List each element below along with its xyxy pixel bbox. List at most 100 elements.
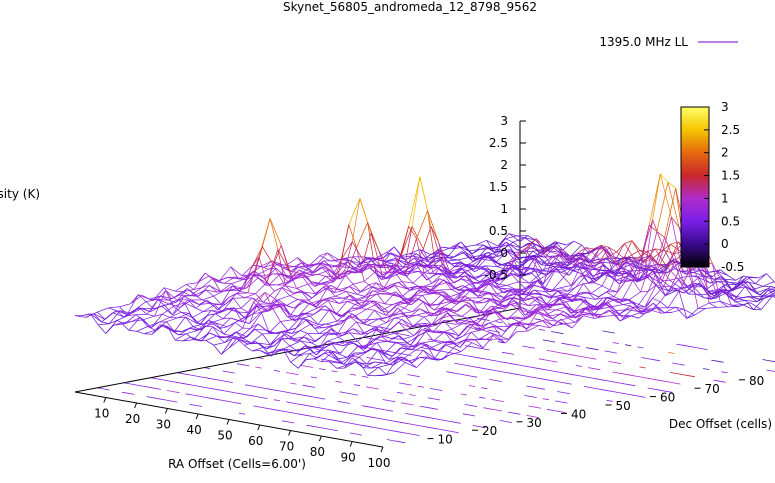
legend: 1395.0 MHz LL	[599, 35, 738, 49]
mesh-segment	[185, 316, 194, 327]
mesh-segment	[317, 269, 330, 275]
mesh-segment	[353, 281, 365, 285]
mesh-segment	[577, 264, 586, 269]
mesh-segment	[300, 290, 313, 299]
mesh-segment	[442, 307, 455, 314]
mesh-segment	[377, 303, 390, 313]
mesh-segment	[393, 307, 405, 316]
mesh-segment	[493, 325, 502, 337]
mesh-segment	[491, 255, 500, 259]
mesh-segment	[229, 307, 242, 310]
mesh-segment	[258, 342, 271, 345]
mesh-segment	[478, 292, 491, 299]
mesh-segment	[457, 245, 469, 252]
mesh-segment	[578, 266, 591, 278]
mesh-segment	[233, 297, 242, 309]
mesh-segment	[149, 295, 161, 300]
mesh-segment	[452, 335, 464, 343]
mesh-segment	[239, 339, 252, 344]
mesh-segment	[628, 250, 640, 258]
mesh-segment	[560, 271, 569, 276]
mesh-segment	[495, 251, 508, 263]
mesh-segment	[597, 309, 610, 318]
mesh-segment	[408, 249, 421, 255]
mesh-segment	[708, 302, 717, 308]
mesh-segment	[636, 269, 649, 283]
mesh-segment	[346, 257, 358, 266]
mesh-segment	[108, 306, 120, 309]
mesh-segment	[223, 322, 236, 335]
mesh-segment	[206, 300, 219, 311]
mesh-segment	[527, 325, 539, 332]
mesh-segment	[727, 275, 736, 281]
mesh-segment	[442, 272, 455, 284]
mesh-segment	[307, 333, 316, 342]
mesh-segment	[477, 283, 490, 297]
mesh-segment	[447, 332, 460, 337]
mesh-segment	[258, 218, 271, 257]
mesh-segment	[449, 351, 462, 356]
mesh-segment	[664, 306, 676, 314]
mesh-segment	[406, 335, 419, 344]
mesh-segment	[422, 301, 432, 317]
mesh-segment	[330, 285, 343, 292]
mesh-segment	[290, 262, 303, 272]
mesh-segment	[663, 260, 676, 287]
mesh-segment	[341, 328, 354, 336]
mesh-segment	[645, 307, 657, 310]
mesh-segment	[441, 265, 453, 277]
mesh-segment	[327, 287, 339, 291]
mesh-segment	[530, 320, 543, 326]
mesh-segment	[128, 317, 141, 331]
mesh-segment	[648, 284, 657, 292]
mesh-segment	[717, 280, 729, 283]
mesh-segment	[551, 246, 563, 251]
mesh-segment	[486, 239, 498, 247]
mesh-segment	[534, 258, 546, 265]
mesh-segment	[461, 307, 474, 317]
mesh-segment	[433, 331, 445, 342]
y-tick-label: 70	[705, 382, 720, 396]
mesh-segment	[224, 338, 233, 343]
mesh-segment	[518, 284, 531, 293]
mesh-segment	[554, 241, 564, 251]
mesh-segment	[424, 285, 437, 288]
mesh-segment	[387, 335, 400, 342]
mesh-segment	[357, 284, 369, 295]
mesh-segment	[716, 306, 728, 308]
x-tick-label: 100	[368, 456, 391, 470]
mesh-segment	[216, 322, 228, 328]
mesh-segment	[616, 243, 625, 253]
mesh-segment	[579, 292, 592, 294]
mesh-segment	[317, 274, 326, 277]
mesh-segment	[692, 285, 705, 298]
mesh-segment	[478, 267, 491, 271]
mesh-segment	[204, 272, 217, 282]
mesh-segment	[355, 308, 367, 317]
mesh-segment	[119, 306, 128, 315]
mesh-segment	[378, 367, 387, 375]
mesh-segment	[288, 270, 301, 274]
mesh-segment	[278, 295, 290, 300]
mesh-segment	[234, 276, 247, 281]
mesh-segment	[748, 281, 760, 296]
mesh-segment	[481, 279, 493, 288]
mesh-segment	[549, 318, 562, 329]
mesh-segment	[372, 290, 384, 292]
mesh-segment	[588, 276, 600, 284]
mesh-segment	[162, 313, 171, 318]
mesh-segment	[600, 306, 612, 310]
mesh-segment	[487, 274, 499, 280]
mesh-segment	[197, 320, 209, 331]
x-tick-label: 20	[125, 412, 140, 426]
mesh-segment	[333, 259, 342, 283]
mesh-segment	[556, 290, 568, 292]
mesh-segment	[589, 261, 601, 274]
mesh-segment	[250, 323, 259, 329]
mesh-segment	[387, 281, 399, 289]
mesh-segment	[426, 272, 438, 281]
mesh-segment	[220, 285, 233, 305]
mesh-segment	[197, 332, 210, 341]
mesh-segment	[455, 265, 468, 275]
mesh-segment	[541, 320, 551, 329]
